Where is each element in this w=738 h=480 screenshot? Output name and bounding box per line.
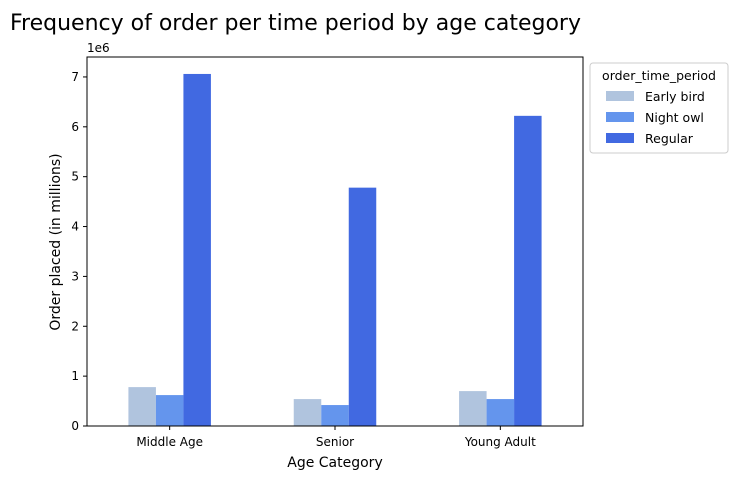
legend-label: Early bird [645, 89, 705, 104]
bar-regular-middle-age [183, 73, 211, 427]
bar-early-bird-young-adult [459, 391, 487, 426]
x-tick-label: Young Adult [464, 435, 536, 449]
legend-label: Regular [645, 131, 694, 146]
x-tick-label: Middle Age [136, 435, 203, 449]
y-tick-label: 6 [71, 120, 79, 134]
y-tick-label: 1 [71, 369, 79, 383]
bar-regular-senior [348, 187, 377, 426]
y-axis-ticks: 0 1 2 3 4 5 6 7 [71, 70, 87, 433]
bar-night-owl-senior [321, 405, 349, 426]
plot-frame [86, 56, 584, 427]
bar-night-owl-young-adult [486, 399, 515, 426]
bar-night-owl-middle-age [155, 395, 184, 426]
bars-layer [128, 73, 542, 427]
legend-swatch [606, 91, 634, 101]
legend-items: Early bird Night owl Regular [606, 89, 705, 146]
chart-title: Frequency of order per time period by ag… [10, 11, 581, 36]
legend-swatch [606, 133, 634, 143]
bar-early-bird-senior [293, 399, 322, 426]
bar-early-bird-middle-age [128, 387, 156, 426]
legend-swatch [606, 112, 634, 122]
legend-title: order_time_period [602, 68, 716, 83]
y-tick-label: 7 [71, 70, 79, 84]
legend-frame [589, 62, 729, 154]
legend-label: Night owl [645, 110, 704, 125]
y-tick-label: 3 [71, 269, 79, 283]
y-axis-label: Order placed (in millions) [48, 153, 64, 330]
legend: order_time_period Early bird Night owl Reg… [589, 62, 729, 154]
y-tick-label: 4 [71, 220, 79, 234]
bar-regular-young-adult [514, 115, 542, 426]
y-tick-label: 5 [71, 170, 79, 184]
y-tick-label: 0 [71, 419, 79, 433]
y-tick-label: 2 [71, 319, 79, 333]
x-tick-label: Senior [316, 435, 354, 449]
x-axis-ticks: Middle Age Senior Young Adult [136, 426, 536, 449]
y-offset-text: 1e6 [87, 41, 110, 55]
x-axis-label: Age Category [287, 455, 382, 471]
